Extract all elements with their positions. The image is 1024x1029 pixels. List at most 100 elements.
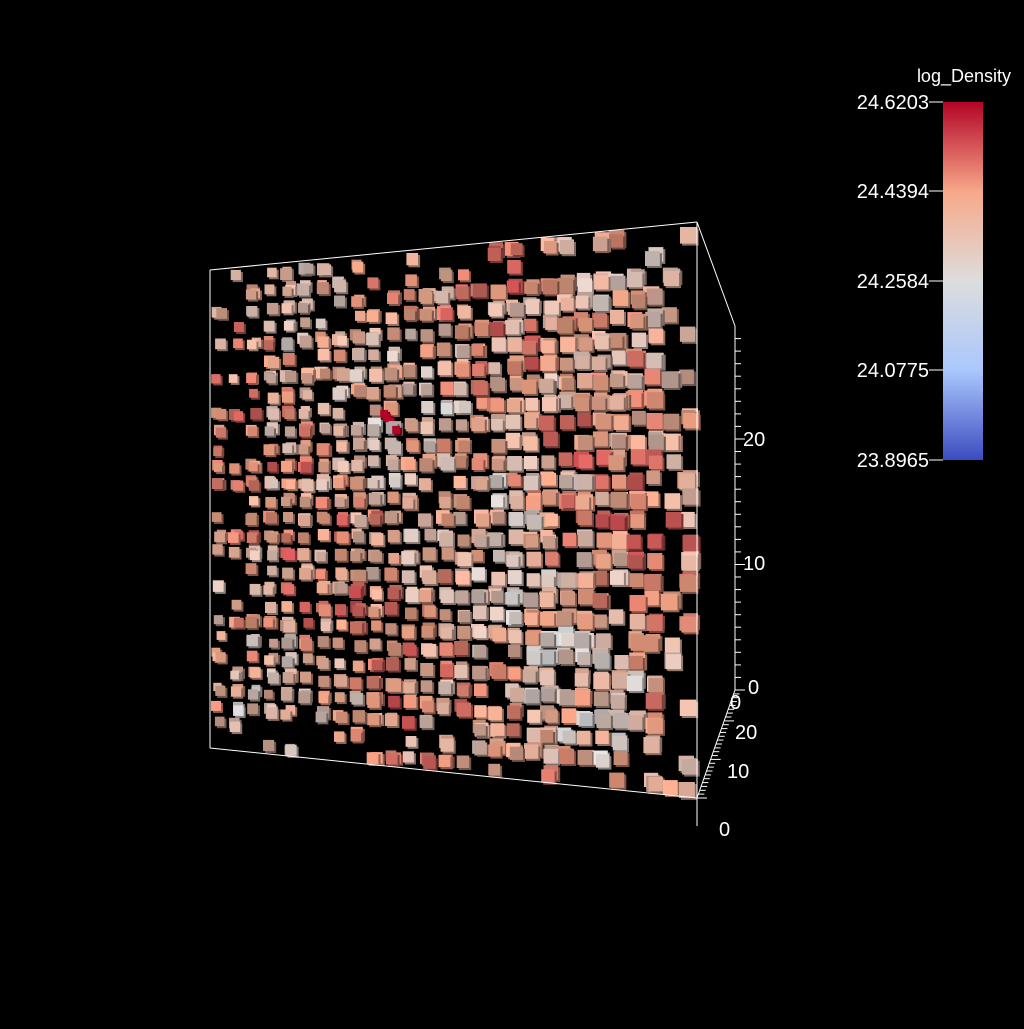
voxel	[405, 607, 417, 620]
voxel	[525, 397, 539, 411]
voxel	[281, 533, 291, 543]
voxel	[366, 752, 379, 764]
voxel	[247, 533, 257, 543]
voxel	[630, 314, 644, 329]
voxel	[263, 617, 273, 628]
voxel	[211, 700, 221, 711]
voxel	[510, 496, 524, 509]
voxel	[489, 322, 504, 336]
voxel	[353, 531, 365, 543]
voxel	[596, 713, 611, 729]
voxel	[213, 581, 224, 592]
voxel	[437, 702, 449, 715]
voxel	[366, 567, 379, 580]
voxel	[488, 706, 502, 721]
voxel	[265, 512, 277, 524]
depth-tick-20: 20	[735, 722, 757, 744]
voxel	[436, 342, 451, 357]
voxel	[266, 374, 276, 384]
voxel	[487, 247, 501, 261]
voxel	[525, 300, 539, 314]
voxel	[559, 475, 573, 489]
voxel	[579, 713, 593, 726]
voxel	[475, 478, 488, 490]
voxel	[283, 548, 295, 561]
voxel	[371, 551, 382, 562]
voxel	[247, 689, 259, 700]
voxel	[627, 474, 643, 490]
voxel	[299, 335, 312, 348]
voxel	[424, 605, 436, 618]
voxel	[233, 705, 244, 716]
colorbar-tick-4: 24.0775	[857, 360, 929, 382]
voxel	[245, 563, 257, 574]
voxel	[264, 689, 273, 699]
voxel	[350, 476, 363, 490]
voxel	[421, 384, 433, 396]
voxel	[507, 570, 522, 585]
voxel	[316, 282, 329, 295]
voxel	[248, 480, 260, 491]
voxel	[509, 611, 522, 625]
voxel	[458, 440, 470, 453]
voxel	[249, 388, 258, 398]
voxel	[420, 680, 433, 692]
voxel	[510, 302, 524, 317]
voxel	[216, 631, 226, 640]
depth-tick-0-front: 0	[719, 819, 730, 841]
voxel	[593, 313, 608, 328]
voxel	[646, 470, 660, 484]
voxel	[371, 620, 382, 631]
voxel	[610, 773, 625, 788]
voxel	[440, 738, 454, 752]
voxel	[525, 281, 538, 294]
voxel	[352, 660, 364, 672]
voxel	[542, 279, 558, 295]
voxel	[630, 514, 644, 528]
voxel	[648, 677, 663, 693]
voxel	[334, 295, 345, 307]
voxel	[611, 474, 626, 489]
voxel	[264, 655, 274, 665]
voxel	[366, 310, 379, 322]
voxel	[212, 544, 223, 555]
voxel	[369, 638, 381, 650]
voxel	[577, 435, 593, 450]
voxel	[681, 555, 697, 571]
voxel	[595, 514, 609, 528]
voxel	[540, 671, 554, 686]
voxel	[384, 367, 398, 381]
voxel	[454, 325, 469, 339]
voxel	[383, 385, 396, 398]
vertical-tick-20: 20	[743, 429, 765, 451]
depth-tick-0-back: 0	[730, 692, 741, 714]
voxel	[441, 547, 454, 560]
voxel	[526, 535, 539, 548]
voxel	[248, 462, 258, 472]
voxel	[594, 274, 609, 290]
voxel	[626, 271, 643, 288]
voxel	[454, 665, 468, 679]
voxel	[577, 530, 593, 547]
voxel	[541, 397, 557, 412]
voxel	[665, 511, 682, 528]
voxel	[404, 658, 416, 670]
voxel	[491, 664, 507, 679]
voxel	[526, 551, 542, 567]
voxel	[216, 308, 227, 319]
voxel	[591, 356, 606, 370]
voxel	[250, 667, 261, 678]
voxel	[299, 567, 311, 580]
voxel	[611, 695, 625, 709]
voxel	[369, 513, 381, 525]
voxel	[214, 531, 225, 543]
voxel	[300, 671, 311, 683]
voxel	[508, 630, 522, 644]
voxel	[337, 368, 350, 381]
voxel	[285, 370, 297, 382]
voxel	[543, 472, 556, 486]
voxel	[230, 686, 242, 697]
voxel	[454, 382, 467, 396]
